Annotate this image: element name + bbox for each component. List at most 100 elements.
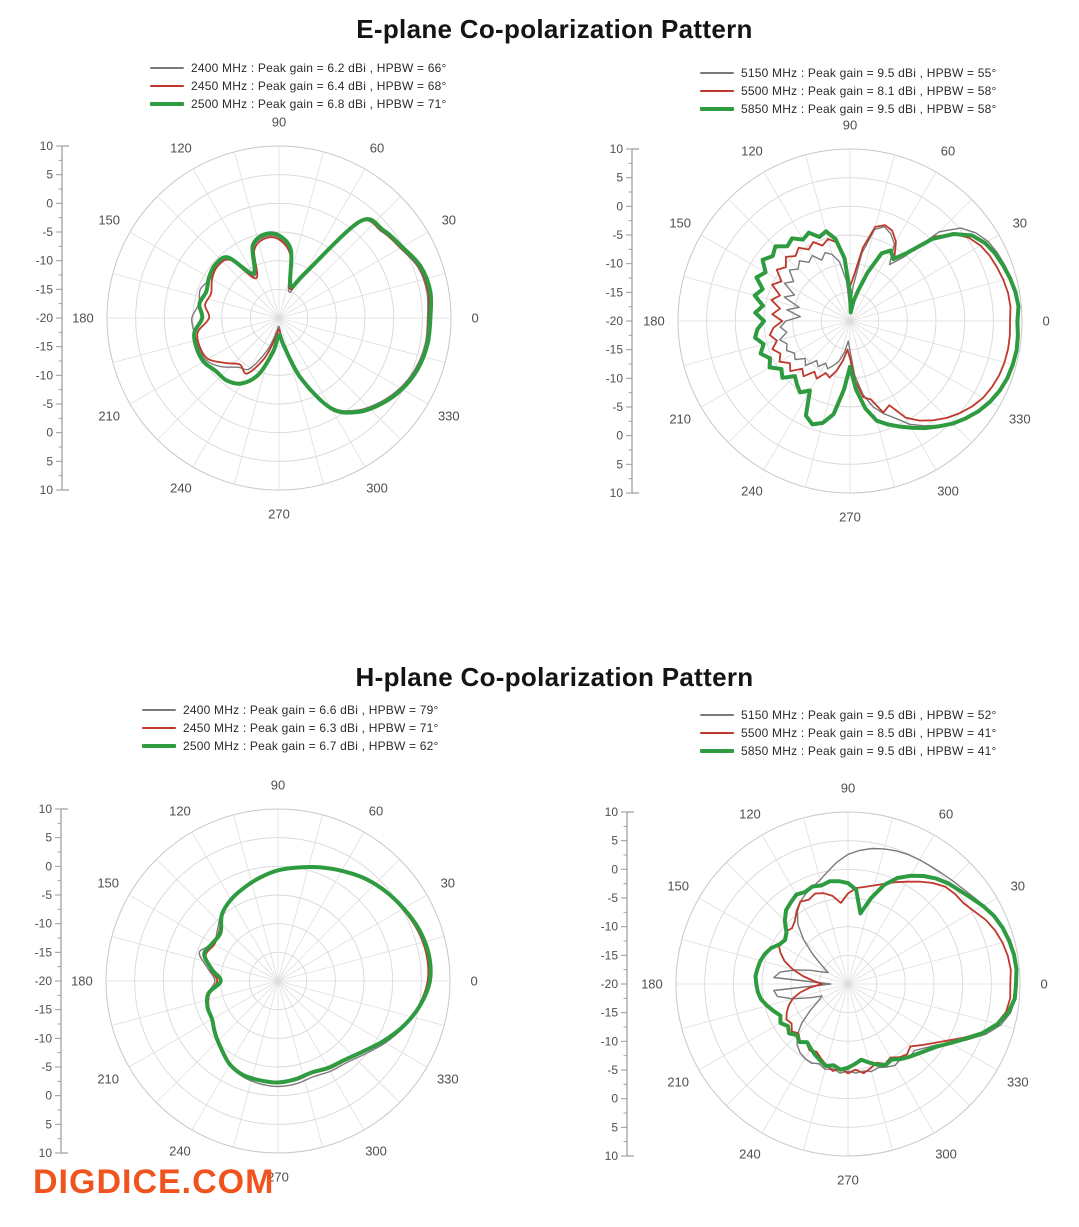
radial-tick-label: -15 [35,945,53,959]
legend-swatch-line [700,107,734,111]
legend-item: 5500 MHz : Peak gain = 8.5 dBi , HPBW = … [700,724,997,742]
grid-spoke [847,939,1015,985]
series-curve-5150mhz [779,226,1020,427]
legend-swatch-line [150,67,184,69]
grid-spoke [234,151,280,319]
legend-label: 5500 MHz : Peak gain = 8.5 dBi , HPBW = … [741,726,997,740]
legend-swatch-line [142,727,176,729]
grid-spoke [681,939,849,985]
grid-spoke [277,980,445,1026]
radial-tick-label: -20 [601,977,619,991]
grid-spoke [683,320,851,366]
series-curve-5150mhz [773,847,1018,1074]
grid-spoke [847,897,998,985]
radial-tick-label: -10 [601,920,619,934]
angle-label: 330 [438,409,460,424]
legend-item: 2450 MHz : Peak gain = 6.4 dBi , HPBW = … [150,77,447,95]
grid-spoke [277,936,445,982]
radial-tick-label: -5 [607,1063,618,1077]
grid-spoke [700,320,851,408]
angle-label: 210 [98,409,120,424]
grid-spoke [278,196,401,319]
grid-spoke [847,983,893,1151]
angle-label: 330 [1007,1075,1029,1090]
grid-spoke [277,859,400,982]
grid-spoke [849,276,1017,322]
angle-label: 270 [839,510,861,525]
legend-swatch-line [142,709,176,711]
grid-spoke [157,317,280,440]
angle-label: 120 [169,804,191,819]
angle-label: 90 [271,777,285,792]
angle-label: 210 [97,1072,119,1087]
grid-spoke [728,199,851,322]
angle-label: 30 [1013,215,1027,230]
radial-tick-label: 5 [616,457,623,471]
legend-label: 5850 MHz : Peak gain = 9.5 dBi , HPBW = … [741,102,997,116]
grid-spoke [277,980,323,1148]
angle-label: 300 [937,483,959,498]
grid-spoke [849,320,895,488]
legend-item: 5150 MHz : Peak gain = 9.5 dBi , HPBW = … [700,64,997,82]
legend-eplane-2g4: 2400 MHz : Peak gain = 6.2 dBi , HPBW = … [150,59,447,113]
legend-swatch-line [142,744,176,748]
angle-label: 150 [97,875,119,890]
radial-tick-label: 10 [610,486,624,500]
angle-label: 240 [170,480,192,495]
radial-tick-label: 5 [611,834,618,848]
legend-item: 5500 MHz : Peak gain = 8.1 dBi , HPBW = … [700,82,997,100]
polar-plot-hplane-2g4: 0 30 60 90 120 150 180 210 240 270 300 330 10 5 0 -5 -10… [35,777,478,1184]
angle-label: 210 [669,412,691,427]
legend-label: 2400 MHz : Peak gain = 6.6 dBi , HPBW = … [183,703,439,717]
angle-label: 0 [1042,314,1049,329]
grid-spoke [805,154,851,322]
grid-spoke [698,983,849,1071]
radial-tick-label: 10 [39,1146,53,1160]
angle-label: 90 [841,780,855,795]
grid-spoke [278,151,324,319]
angle-label: 270 [837,1173,859,1188]
grid-spoke [128,894,279,982]
grid-spoke [278,168,366,319]
radial-tick-label: -10 [36,368,54,382]
angle-label: 240 [169,1143,191,1158]
radial-tick-label: 5 [616,171,623,185]
legend-item: 5150 MHz : Peak gain = 9.5 dBi , HPBW = … [700,706,997,724]
legend-eplane-5g: 5150 MHz : Peak gain = 9.5 dBi , HPBW = … [700,64,997,118]
angle-label: 300 [366,480,388,495]
grid-spoke [111,980,279,1026]
series-curve-5500mhz [777,880,1012,1075]
angle-label: 30 [442,212,456,227]
radial-tick-label: 0 [616,429,623,443]
angle-label: 150 [667,878,689,893]
angle-label: 180 [72,311,94,326]
angle-label: 120 [741,144,763,159]
grid-spoke [683,276,851,322]
angle-label: 330 [437,1072,459,1087]
radial-tick-label: -15 [601,948,619,962]
legend-label: 5150 MHz : Peak gain = 9.5 dBi , HPBW = … [741,708,997,722]
grid-spoke [277,980,428,1068]
grid-spoke [233,980,279,1148]
hplane-section-title: H-plane Co-polarization Pattern [355,662,754,692]
radial-tick-label: -15 [606,285,624,299]
legend-hplane-2g4: 2400 MHz : Peak gain = 6.6 dBi , HPBW = … [142,701,439,755]
angle-label: 0 [470,974,477,989]
grid-spoke [112,273,280,319]
legend-label: 2500 MHz : Peak gain = 6.8 dBi , HPBW = … [191,97,447,111]
radial-tick-label: 0 [611,1092,618,1106]
radial-tick-label: -10 [601,1034,619,1048]
grid-spoke [847,983,998,1071]
angle-label: 0 [471,311,478,326]
radial-tick-label: -5 [41,888,52,902]
series-curve-2500mhz [202,865,433,1085]
radial-tick-label: 10 [610,142,624,156]
radial-tick-label: -10 [36,254,54,268]
radial-tick-label: -15 [601,1006,619,1020]
grid-spoke [278,317,324,485]
legend-swatch-line [150,102,184,106]
angle-label: 150 [669,215,691,230]
grid-spoke [805,320,851,488]
legend-item: 2400 MHz : Peak gain = 6.2 dBi , HPBW = … [150,59,447,77]
radial-tick-label: -5 [42,397,53,411]
